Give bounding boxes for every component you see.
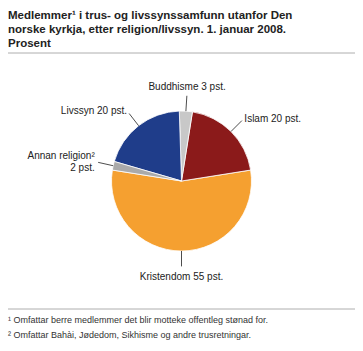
slice [182,112,251,181]
leader-line [185,96,187,111]
footnote: ¹ Omfattar berre medlemmer det blir mott… [8,315,268,325]
footnote: ² Omfattar Bahài, Jødedom, Sikhisme og a… [8,330,251,340]
slice [112,161,181,181]
slice [112,170,252,251]
divider [8,53,355,54]
title-line: Prosent [8,37,51,49]
title-line: Medlemmer¹ i trus- og livssynssamfunn ut… [8,9,292,21]
slice-label-line: Livssyn 20 pst. [61,105,127,116]
slice-label: Livssyn 20 pst. [61,105,127,116]
labels: Kristendom 55 pst. Islam 20 pst. Buddhisme… [27,81,301,282]
slice-label: Kristendom 55 pst. [140,271,223,282]
title: Medlemmer¹ i trus- og livssynssamfunn ut… [8,9,292,49]
slice-label: Buddhisme 3 pst. [148,81,225,92]
slice-label: Islam 20 pst. [244,113,301,124]
slice-label-line: Kristendom 55 pst. [140,271,223,282]
leader-line [181,251,182,266]
leader-line [231,121,242,132]
slice-label-line: 2 pst. [70,162,94,173]
slice-label-line: Islam 20 pst. [244,113,301,124]
pie [112,111,252,251]
slice-label: Annan religion²2 pst. [27,150,95,173]
slice-label-line: Buddhisme 3 pst. [148,81,225,92]
slice-label-line: Annan religion² [27,150,95,161]
chart: Medlemmer¹ i trus- og livssynssamfunn ut… [0,0,363,351]
leader-line [129,114,138,126]
leader-line [98,162,113,165]
title-line: norske kyrkja, etter religion/livssyn. 1… [8,23,286,35]
divider [8,309,355,310]
